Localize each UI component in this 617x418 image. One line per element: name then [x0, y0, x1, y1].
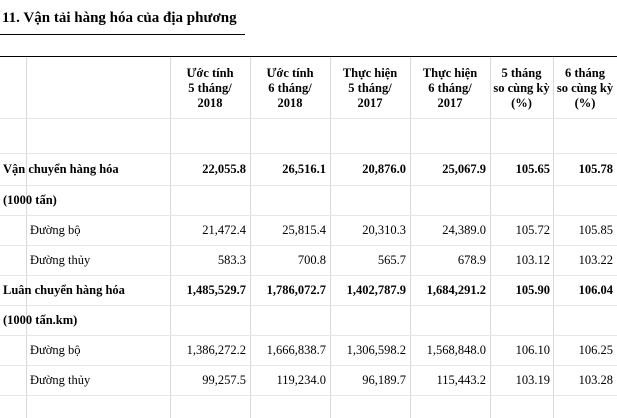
cell: 25,067.9	[442, 162, 486, 176]
grid-line	[26, 57, 27, 418]
cell: 22,055.8	[202, 162, 246, 176]
cell: 105.78	[578, 162, 613, 176]
grid-line	[330, 57, 331, 418]
title-underline	[0, 34, 245, 35]
cell: 105.65	[515, 162, 550, 176]
cell: 1,306,598.2	[346, 343, 406, 357]
grid-line	[0, 335, 617, 336]
header-top-border	[0, 56, 617, 57]
grid-line	[250, 57, 251, 418]
cell: 106.04	[578, 283, 613, 297]
grid-line	[0, 305, 617, 306]
cell: 25,815.4	[282, 223, 326, 237]
header-col-3: Thực hiện 5 tháng/ 2017	[342, 66, 398, 110]
cell: 105.90	[515, 283, 550, 297]
cell: 99,257.5	[202, 373, 246, 387]
cell: 105.72	[515, 223, 550, 237]
cell: 24,389.0	[442, 223, 486, 237]
cell: 21,472.4	[202, 223, 246, 237]
row-label: Đường thủy	[30, 253, 91, 267]
grid-line	[553, 57, 554, 418]
grid-line	[0, 275, 617, 276]
cell: 1,786,072.7	[266, 283, 326, 297]
grid-line	[0, 245, 617, 246]
header-col-4: Thực hiện 6 tháng/ 2017	[422, 66, 478, 110]
cell: 103.28	[578, 373, 613, 387]
cell: 103.12	[515, 253, 550, 267]
grid-line	[0, 395, 617, 396]
cell: 583.3	[217, 253, 246, 267]
cell: 105.85	[578, 223, 613, 237]
table-title: 11. Vận tải hàng hóa của địa phương	[2, 10, 237, 26]
cell: 96,189.7	[362, 373, 406, 387]
cell: 1,666,838.7	[266, 343, 326, 357]
grid-line	[170, 57, 171, 418]
cell: 1,684,291.2	[426, 283, 486, 297]
header-col-5: 5 tháng so cùng kỳ (%)	[493, 66, 550, 110]
header-col-2: Ước tính 6 tháng/ 2018	[266, 66, 314, 110]
grid-line	[490, 57, 491, 418]
row-label: Vận chuyển hàng hóa	[3, 162, 119, 176]
cell: 115,443.2	[436, 373, 486, 387]
grid-line	[410, 57, 411, 418]
row-label: Luân chuyển hàng hóa	[3, 283, 125, 297]
cell: 565.7	[377, 253, 406, 267]
row-label: Đường thủy	[30, 373, 91, 387]
row-unit-label: (1000 tấn.km)	[3, 313, 78, 327]
cell: 20,876.0	[362, 162, 406, 176]
cell: 26,516.1	[282, 162, 326, 176]
grid-line	[0, 185, 617, 186]
header-col-6: 6 tháng so cùng kỳ (%)	[556, 66, 614, 110]
cell: 678.9	[457, 253, 486, 267]
cell: 1,402,787.9	[346, 283, 406, 297]
cell: 20,310.3	[362, 223, 406, 237]
cell: 103.22	[578, 253, 613, 267]
cell: 106.10	[515, 343, 550, 357]
row-unit-label: (1000 tấn)	[3, 193, 57, 207]
cell: 1,485,529.7	[186, 283, 246, 297]
header-col-1: Ước tính 5 tháng/ 2018	[186, 66, 234, 110]
cell: 106.25	[578, 343, 613, 357]
grid-line	[0, 153, 617, 154]
row-label: Đường bộ	[30, 223, 81, 237]
grid-line	[0, 365, 617, 366]
cell: 119,234.0	[276, 373, 326, 387]
cell: 1,386,272.2	[186, 343, 246, 357]
cell: 1,568,848.0	[426, 343, 486, 357]
row-label: Đường bộ	[30, 343, 81, 357]
grid-line	[0, 118, 617, 119]
grid-line	[0, 215, 617, 216]
cell: 103.19	[515, 373, 550, 387]
cell: 700.8	[297, 253, 326, 267]
